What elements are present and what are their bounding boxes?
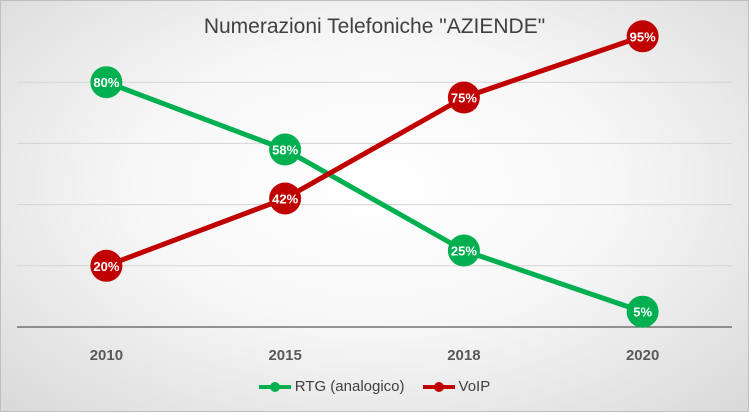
data-point [269,182,302,215]
data-label: 42% [272,191,298,206]
series-line [105,33,644,269]
legend-swatch-voip [422,381,455,392]
data-label: 80% [93,75,119,90]
data-point [90,66,123,99]
data-point [447,81,480,114]
legend: RTG (analogico) VoIP [1,378,748,395]
legend-item-voip: VoIP [422,378,491,395]
data-label: 5% [633,305,652,320]
legend-label-rtg: RTG (analogico) [294,378,405,395]
data-label: 20% [93,259,119,274]
data-point [269,133,302,166]
data-point [447,234,480,267]
x-tick-label: 2015 [268,347,301,364]
x-tick-label: 2020 [626,347,659,364]
data-point [626,20,659,53]
data-label: 58% [272,143,298,158]
x-tick-label: 2018 [447,347,480,364]
data-label: 75% [451,91,477,106]
data-point [90,249,123,282]
chart-title: Numerazioni Telefoniche "AZIENDE" [203,15,546,38]
data-label: 95% [630,29,656,44]
x-tick-label: 2010 [90,347,123,364]
legend-swatch-rtg [258,381,291,392]
series-line [105,79,644,315]
legend-label-voip: VoIP [458,378,491,395]
data-label: 25% [451,244,477,259]
data-point [626,295,659,328]
legend-item-rtg: RTG (analogico) [258,378,405,395]
